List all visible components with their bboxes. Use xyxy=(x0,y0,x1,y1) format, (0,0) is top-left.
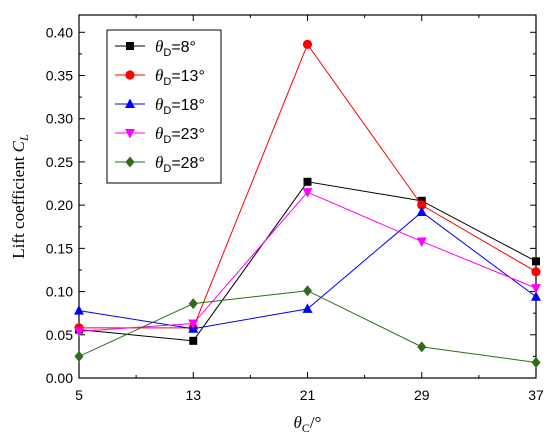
legend-label: θD=13° xyxy=(155,66,205,88)
data-point xyxy=(125,70,135,80)
data-point xyxy=(74,327,84,337)
y-tick-label: 0.35 xyxy=(46,68,73,84)
y-tick-label: 0.20 xyxy=(46,197,73,213)
data-point xyxy=(416,206,427,217)
data-point xyxy=(531,291,541,301)
data-point xyxy=(302,39,313,49)
data-point xyxy=(531,267,541,277)
data-point xyxy=(125,156,135,168)
y-tick-label: 0.10 xyxy=(46,284,73,300)
legend-label: θD=8° xyxy=(155,37,196,59)
data-point xyxy=(532,257,540,266)
data-point xyxy=(302,303,313,313)
data-point xyxy=(302,188,313,198)
x-tick-label: 29 xyxy=(414,387,430,403)
legend-item: θD=8° xyxy=(115,37,196,59)
data-point xyxy=(531,284,541,294)
y-tick-label: 0.40 xyxy=(46,24,73,40)
data-point xyxy=(417,200,427,210)
x-tick-label: 5 xyxy=(75,387,83,403)
x-axis-title: θC/° xyxy=(294,413,322,435)
y-tick-label: 0.00 xyxy=(46,370,73,386)
data-point xyxy=(74,305,84,315)
y-axis-title: Lift coefficient CL xyxy=(9,134,31,259)
legend-label: θD=28° xyxy=(155,153,205,175)
legend-label: θD=18° xyxy=(155,95,205,117)
data-point xyxy=(417,341,427,353)
series-18-deg xyxy=(74,206,541,333)
legend-item: θD=18° xyxy=(115,95,205,117)
series-23-deg xyxy=(74,188,541,337)
data-point xyxy=(303,285,312,297)
series-28-deg xyxy=(74,285,541,368)
data-point xyxy=(188,319,199,330)
series-line xyxy=(78,181,537,342)
axis-titles: θC/° Lift coefficient CL xyxy=(9,134,321,435)
series-layer xyxy=(74,39,541,368)
data-point xyxy=(303,177,312,186)
legend-label: θD=23° xyxy=(155,124,205,146)
y-tick-label: 0.15 xyxy=(46,240,73,256)
data-point xyxy=(125,98,135,108)
data-point xyxy=(189,336,198,345)
legend-item: θD=28° xyxy=(115,153,205,175)
axes: 0.00 0.05 0.10 0.15 0.20 0.25 0.30 0.35 0.40 5 13 2… xyxy=(46,14,544,403)
x-tick-label: 37 xyxy=(528,387,544,403)
data-point xyxy=(125,129,135,139)
legend: θD=8° θD=13° θD=18° θD=23° θD=28° xyxy=(106,29,222,184)
data-point xyxy=(126,42,134,50)
data-point xyxy=(188,298,198,310)
y-tick-label: 0.05 xyxy=(46,327,73,343)
legend-item: θD=13° xyxy=(115,66,205,88)
y-tick-label: 0.25 xyxy=(46,154,73,170)
x-tick-label: 13 xyxy=(185,387,201,403)
data-point xyxy=(416,237,427,247)
legend-item: θD=23° xyxy=(115,124,205,146)
data-point xyxy=(531,356,541,368)
data-point xyxy=(74,350,84,362)
x-tick-label: 21 xyxy=(300,387,316,403)
y-tick-label: 0.30 xyxy=(46,111,73,127)
